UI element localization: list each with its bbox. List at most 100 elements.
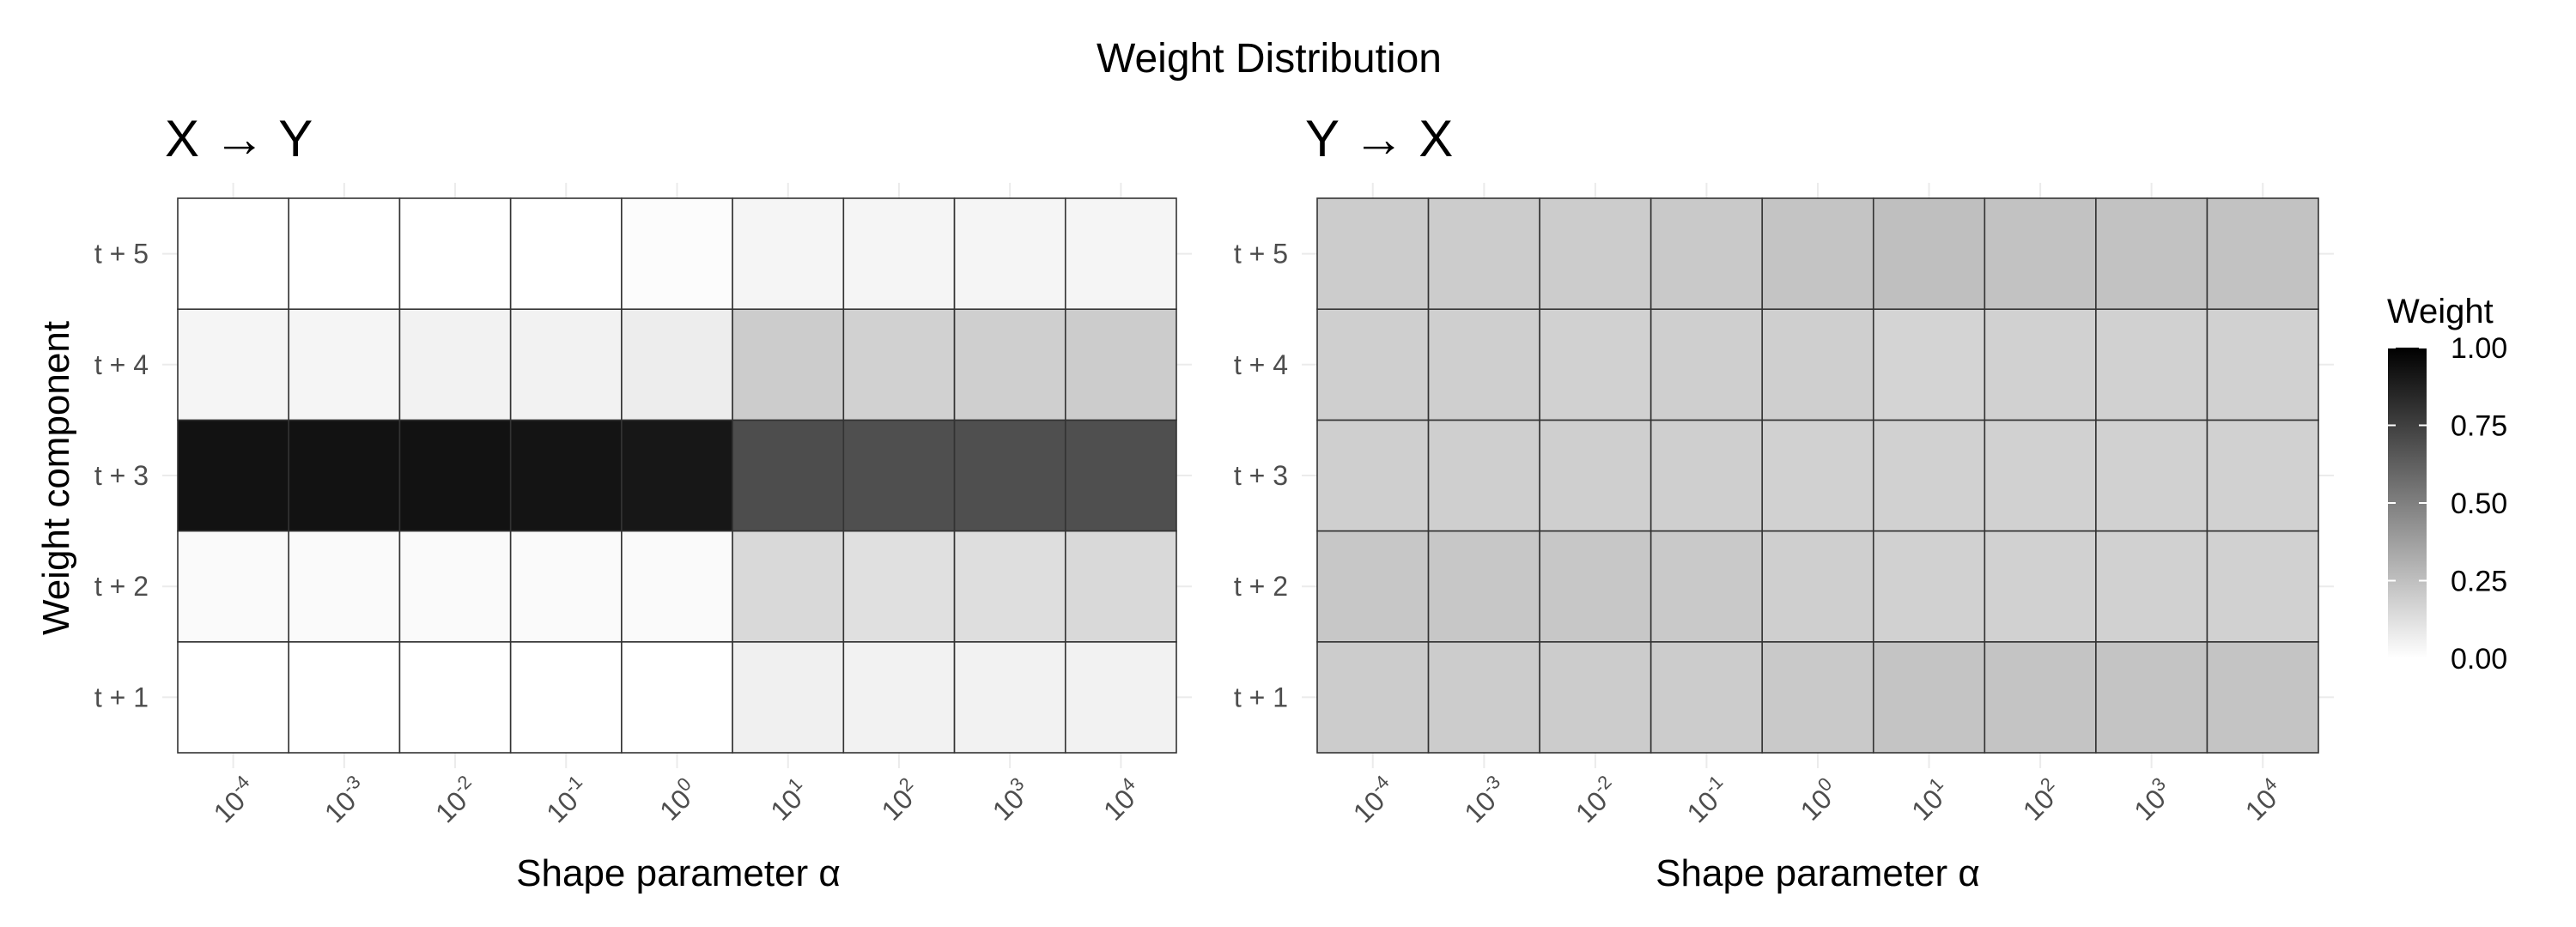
legend-tick-label: 0.00 [2451, 643, 2507, 676]
heatmap-cell [1316, 308, 1430, 421]
x-tick-labels-x-to-y: 10-4 10-3 10-2 10-1 100 101 102 103 104 [205, 771, 1141, 828]
y-tick-label: t + 1 [94, 682, 149, 712]
heatmap-cell [2095, 530, 2208, 643]
heatmap-cell [509, 197, 623, 310]
svg-text:102: 102 [2014, 773, 2068, 827]
heatmap-cell [1649, 530, 1764, 643]
heatmap-cell [1761, 419, 1874, 532]
heatmap-cell [1872, 419, 1986, 532]
heatmap-cell [842, 640, 956, 754]
legend: Weight 0.00 0.25 0.50 0.75 1.00 [2387, 293, 2507, 676]
heatmap-cell [288, 640, 401, 754]
heatmap-cell [1984, 530, 2097, 643]
heatmap-cell [1872, 640, 1986, 754]
heatmap-cell [1649, 419, 1764, 532]
heatmap-cell [1649, 197, 1764, 310]
heatmap-cell [288, 197, 401, 310]
heatmap-cell [953, 530, 1066, 643]
svg-text:10-3: 10-3 [1455, 771, 1513, 828]
x-tick-label: 103 [984, 773, 1037, 827]
heatmap-cell [177, 308, 290, 421]
x-tick-label: 104 [1097, 773, 1141, 827]
heatmap-cell [732, 419, 845, 532]
heatmap-cell [2206, 308, 2319, 421]
x-axis-title-y-to-x: Shape parameter α [1656, 852, 1980, 894]
heatmap-cell [177, 530, 290, 643]
y-tick-label: t + 3 [94, 460, 149, 491]
heatmap-cell [842, 197, 956, 310]
chart-title: Weight Distribution [1097, 36, 1442, 82]
heatmap-cell [1539, 197, 1652, 310]
x-tick-label: 10-3 [1455, 771, 1513, 828]
heatmap-cell [1984, 640, 2097, 754]
panel-y-to-x: Y → X t + 1 t + 2 t + 3 t + 4 t + 5 10-4 10-3… [1234, 110, 2334, 894]
svg-text:100: 100 [1792, 773, 1845, 827]
heatmap-cell [621, 197, 733, 310]
x-tick-label: 10-1 [1680, 771, 1727, 828]
panel-title-y-to-x: Y → X [1305, 110, 1453, 167]
heatmap-cell [1872, 530, 1986, 643]
heatmap-cell [2206, 197, 2319, 310]
heatmap-cell [953, 640, 1066, 754]
heatmap-cell [1761, 197, 1874, 310]
heatmap-cell [953, 308, 1066, 421]
heatmap-cell [288, 419, 401, 532]
heatmap-cell [1984, 419, 2097, 532]
legend-tick-label: 0.75 [2451, 410, 2507, 443]
heatmap-cell [953, 419, 1066, 532]
heatmap-cell [1427, 308, 1540, 421]
svg-text:10-3: 10-3 [316, 771, 374, 828]
heatmap-cell [1649, 308, 1764, 421]
heatmap-cell [2095, 419, 2208, 532]
heatmap-cell [2206, 530, 2319, 643]
y-tick-label: t + 2 [94, 571, 149, 602]
legend-ticks: 0.00 0.25 0.50 0.75 1.00 [2388, 332, 2507, 676]
x-tick-labels-y-to-x: 10-4 10-3 10-2 10-1 100 101 102 103 104 [1347, 771, 2283, 828]
heatmap-cell [842, 530, 956, 643]
y-tick-label: t + 5 [1234, 239, 1288, 270]
heatmap-cell [509, 640, 623, 754]
heatmap-cell [621, 530, 733, 643]
heatmap-cell [732, 530, 845, 643]
legend-title: Weight [2387, 293, 2494, 330]
heatmap-cell [2206, 640, 2319, 754]
svg-text:101: 101 [1903, 773, 1956, 827]
heatmap-cell [1064, 419, 1177, 532]
y-tick-labels-y-to-x: t + 1 t + 2 t + 3 t + 4 t + 5 [1234, 239, 1288, 713]
heatmap-cell [398, 308, 512, 421]
y-tick-label: t + 4 [1234, 349, 1288, 380]
heatmap-cell [398, 419, 512, 532]
heatmap-cell [509, 530, 623, 643]
svg-text:10-4: 10-4 [205, 771, 263, 828]
heatmap-cell [1064, 197, 1177, 310]
heatmap-cell [2095, 640, 2208, 754]
svg-text:10-2: 10-2 [427, 771, 484, 828]
heatmap-cell [1872, 308, 1986, 421]
heatmap-cell [1761, 308, 1874, 421]
heatmap-cell [842, 419, 956, 532]
heatmap-cell [509, 308, 623, 421]
x-tick-label: 101 [1903, 773, 1956, 827]
heatmap-cell [177, 197, 290, 310]
heatmap-cell [398, 640, 512, 754]
heatmap-cell [732, 197, 845, 310]
heatmap-cell [398, 197, 512, 310]
heatmap-cell [1872, 197, 1986, 310]
heatmap-cell [1427, 640, 1540, 754]
heatmap-cell [1064, 308, 1177, 421]
heatmap-cell [732, 640, 845, 754]
heatmap-cell [288, 530, 401, 643]
panel-title-x-to-y: X → Y [165, 110, 313, 167]
heatmap-cell [1761, 640, 1874, 754]
heatmap-cell [621, 419, 733, 532]
svg-text:103: 103 [984, 773, 1037, 827]
x-tick-label: 10-1 [538, 771, 595, 828]
y-tick-label: t + 2 [1234, 571, 1288, 602]
x-tick-label: 10-4 [1347, 771, 1394, 828]
x-tick-label: 100 [653, 773, 697, 827]
legend-tick-label: 1.00 [2451, 332, 2507, 365]
svg-text:10-1: 10-1 [538, 771, 595, 828]
heatmap-cell [1064, 530, 1177, 643]
heatmap-cell [621, 640, 733, 754]
